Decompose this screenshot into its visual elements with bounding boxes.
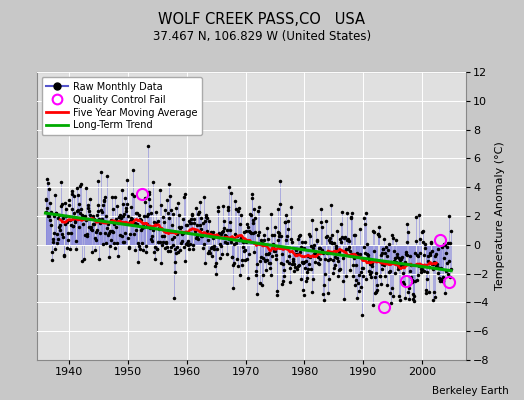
Legend: Raw Monthly Data, Quality Control Fail, Five Year Moving Average, Long-Term Tren: Raw Monthly Data, Quality Control Fail, … [41, 77, 202, 135]
Text: WOLF CREEK PASS,CO   USA: WOLF CREEK PASS,CO USA [158, 12, 366, 27]
Text: 37.467 N, 106.829 W (United States): 37.467 N, 106.829 W (United States) [153, 30, 371, 43]
Y-axis label: Temperature Anomaly (°C): Temperature Anomaly (°C) [495, 142, 505, 290]
Text: Berkeley Earth: Berkeley Earth [432, 386, 508, 396]
